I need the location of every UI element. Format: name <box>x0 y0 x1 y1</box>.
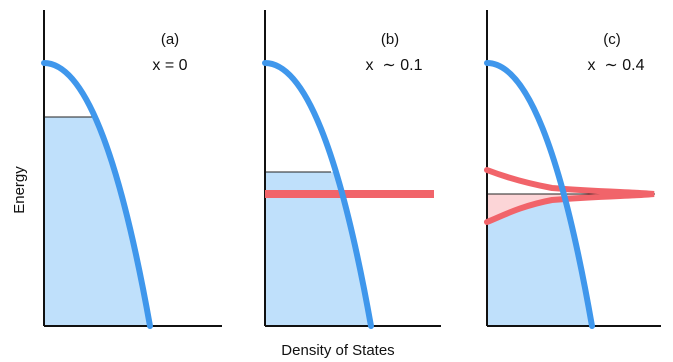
panel-c-impurity-filled-states <box>487 194 654 222</box>
panel-b-band-curve <box>262 60 374 329</box>
panel-b-tag: (b) <box>381 31 399 48</box>
panel-c-broadened-impurity-band <box>484 167 655 225</box>
panel-c-doping: x ∼ 0.4 <box>588 57 645 74</box>
x-axis-label: Density of States <box>281 342 394 359</box>
panel-c-tag: (c) <box>603 31 621 48</box>
panel-b-doping: x ∼ 0.1 <box>366 57 423 74</box>
panel-b: (b) x ∼ 0.1 <box>262 10 441 329</box>
panel-c-band-curve <box>484 60 595 329</box>
panel-a-tag: (a) <box>161 31 179 48</box>
panel-a: (a) x = 0 <box>41 10 222 329</box>
y-axis-label: Energy <box>11 166 28 214</box>
panel-c: (c) x ∼ 0.4 <box>484 10 661 329</box>
panel-a-doping: x = 0 <box>152 57 187 74</box>
panel-a-band-curve <box>41 60 153 329</box>
